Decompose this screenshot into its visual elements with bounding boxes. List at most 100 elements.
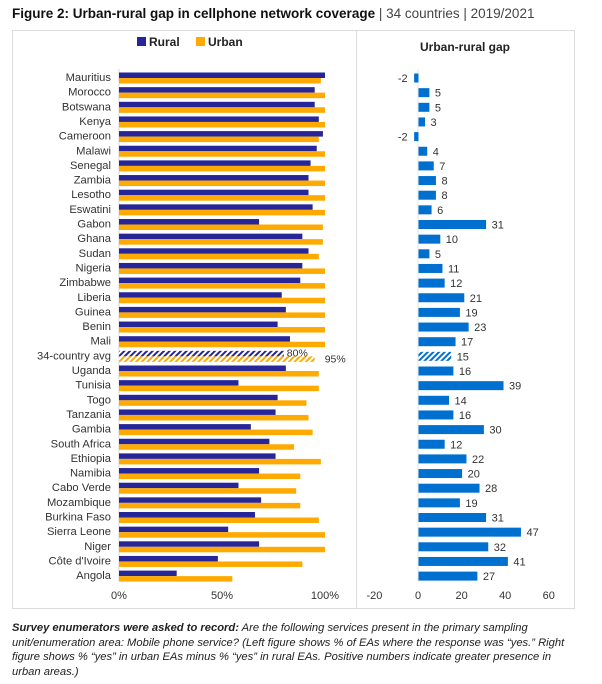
gap-x-tick-1: 0 xyxy=(415,590,421,602)
bar-urban-cabo-verde xyxy=(119,488,297,494)
note-lead: Survey enumerators were asked to record: xyxy=(12,622,239,634)
category-label-zimbabwe: Zimbabwe xyxy=(59,277,111,289)
bar-urban-tunisia xyxy=(119,385,319,392)
gap-bar-south-africa xyxy=(418,439,445,449)
category-label-ethiopia: Ethiopia xyxy=(71,453,112,465)
gap-label-cabo-verde: 28 xyxy=(485,483,497,495)
x-tick-100-2: 100% xyxy=(311,590,339,602)
gap-label-eswatini: 6 xyxy=(437,205,443,217)
bar-rural-burkina-faso xyxy=(119,512,255,518)
bar-rural-south-africa xyxy=(119,438,270,445)
gap-label-nigeria: 11 xyxy=(448,263,459,275)
bar-urban-malawi xyxy=(119,151,325,157)
category-label-ghana: Ghana xyxy=(77,233,111,245)
gap-x-tick-4: 60 xyxy=(543,590,555,602)
gap-label-south-africa: 12 xyxy=(450,439,462,451)
legend-label-rural: Rural xyxy=(149,35,180,49)
gap-label-mauritius: -2 xyxy=(398,73,408,85)
gap-bar-gabon xyxy=(418,220,487,229)
gap-label-lesotho: 8 xyxy=(441,190,447,202)
gap-label-niger: 32 xyxy=(494,542,506,554)
category-label-angola: Angola xyxy=(76,570,112,582)
bar-urban-lesotho xyxy=(119,195,325,201)
gap-label-gambia: 30 xyxy=(489,425,501,437)
gap-bar-kenya xyxy=(418,117,426,127)
bar-rural-mali xyxy=(119,336,290,342)
gap-label-senegal: 7 xyxy=(439,161,445,173)
gap-label-zimbabwe: 12 xyxy=(450,278,462,290)
bar-urban-morocco xyxy=(119,92,325,99)
category-label-sierra-leone: Sierra Leone xyxy=(47,526,111,538)
data-labels: 80% 95% xyxy=(287,347,346,365)
category-label-namibia: Namibia xyxy=(70,468,112,480)
figure-note: Survey enumerators were asked to record:… xyxy=(12,621,572,679)
gap-bar-burkina-faso xyxy=(418,513,487,522)
bar-urban-benin xyxy=(119,327,325,333)
category-label-mozambique: Mozambique xyxy=(47,497,111,509)
category-label-nigeria: Nigeria xyxy=(76,262,112,274)
gap-bar-cameroon xyxy=(414,132,419,142)
gap-bar-guinea xyxy=(418,307,460,317)
data-label-avg-urban: 95% xyxy=(325,353,346,365)
category-label-tunisia: Tunisia xyxy=(75,380,111,392)
bar-rural-zimbabwe xyxy=(119,277,301,284)
bar-rural-sierra-leone xyxy=(119,526,229,533)
category-label-togo: Togo xyxy=(87,394,111,406)
category-label-lesotho: Lesotho xyxy=(71,189,111,201)
gap-label-morocco: 5 xyxy=(435,88,441,100)
gap-bar-mali xyxy=(418,337,456,347)
gap-bar-tunisia xyxy=(418,381,504,391)
bar-urban-tanzania xyxy=(119,414,309,421)
gap-bar-ghana xyxy=(418,234,441,244)
bar-rural-morocco xyxy=(119,87,315,93)
gap-label-ethiopia: 22 xyxy=(472,454,484,466)
gap-label-mozambique: 19 xyxy=(465,498,477,510)
bar-rural-senegal xyxy=(119,160,311,166)
bar-urban-liberia xyxy=(119,297,325,304)
category-label-malawi: Malawi xyxy=(76,145,111,157)
category-label-kenya: Kenya xyxy=(79,116,111,128)
bar-rural-benin xyxy=(119,321,278,328)
gap-x-tick-2: 20 xyxy=(455,590,467,602)
gap-bar-cabo-verde xyxy=(418,483,480,493)
bar-urban-ethiopia xyxy=(119,458,321,465)
bar-rural-niger xyxy=(119,541,260,547)
gap-bars xyxy=(414,73,521,581)
category-label-uganda: Uganda xyxy=(72,365,112,377)
gap-bar-mauritius xyxy=(414,73,419,83)
bars xyxy=(119,72,325,582)
gap-bar-nigeria xyxy=(418,263,443,273)
bar-rural-namibia xyxy=(119,468,260,474)
gap-label-sudan: 5 xyxy=(435,249,441,261)
x-tick-50-1: 50% xyxy=(211,590,233,602)
legend-swatch-rural xyxy=(137,37,146,46)
category-label-zambia: Zambia xyxy=(74,175,112,187)
bar-rural-togo xyxy=(119,394,278,401)
bar-urban-sierra-leone xyxy=(119,532,325,538)
gap-label-uganda: 16 xyxy=(459,366,471,378)
gap-chart-title: Urban-rural gap xyxy=(420,40,510,54)
gap-bar-morocco xyxy=(418,88,430,98)
bar-rural-angola xyxy=(119,570,177,577)
coverage-chart: Rural Urban Mauritius Morocco Botswana Keny… xyxy=(37,35,346,602)
gap-label-cote-d-ivoire: 41 xyxy=(513,556,525,568)
bar-rural-cameroon xyxy=(119,131,323,137)
gap-label-guinea: 19 xyxy=(465,307,477,319)
bar-rural-cabo-verde xyxy=(119,482,239,489)
category-label-morocco: Morocco xyxy=(68,87,111,99)
bar-rural-gambia xyxy=(119,424,251,430)
gap-bar-ethiopia xyxy=(418,454,467,464)
gap-label-burkina-faso: 31 xyxy=(492,513,504,525)
figure-title: Figure 2: Urban-rural gap in cellphone n… xyxy=(12,6,534,21)
bar-rural-botswana xyxy=(119,101,315,108)
gap-label-mali: 17 xyxy=(461,337,473,349)
bar-rural-malawi xyxy=(119,145,317,152)
category-label-burkina-faso: Burkina Faso xyxy=(45,512,111,524)
bar-urban-mali xyxy=(119,341,325,348)
category-label-eswatini: Eswatini xyxy=(69,204,111,216)
gap-label-botswana: 5 xyxy=(435,102,441,114)
gap-label-34-country-avg: 15 xyxy=(457,351,469,363)
bar-rural-mauritius xyxy=(119,72,325,78)
category-label-gambia: Gambia xyxy=(72,424,112,436)
